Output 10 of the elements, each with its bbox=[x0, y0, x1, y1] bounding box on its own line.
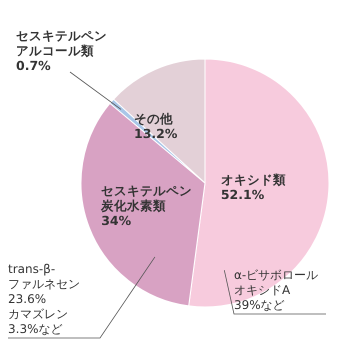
slice-label: その他 bbox=[134, 111, 174, 126]
text: α-ビサボロールオキシドA 39%など bbox=[234, 268, 320, 313]
data-label: 0.7% bbox=[16, 58, 51, 73]
text: trans-β- ファルネセン 23.6% カマズレン 3.3%など bbox=[8, 262, 81, 337]
data-label: 52.1% bbox=[220, 187, 264, 202]
slice-label: セスキテルペン炭化水素類 bbox=[101, 182, 192, 213]
slice-label: オキシド類 bbox=[220, 172, 286, 188]
slice-label: セスキテルペンアルコール類 bbox=[16, 28, 107, 58]
data-label: 34% bbox=[101, 212, 132, 228]
data-label: 13.2% bbox=[134, 126, 178, 142]
